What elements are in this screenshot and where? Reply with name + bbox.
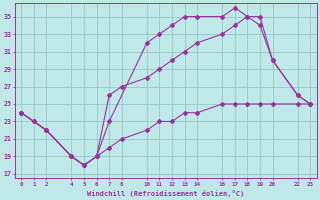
- X-axis label: Windchill (Refroidissement éolien,°C): Windchill (Refroidissement éolien,°C): [87, 190, 244, 197]
